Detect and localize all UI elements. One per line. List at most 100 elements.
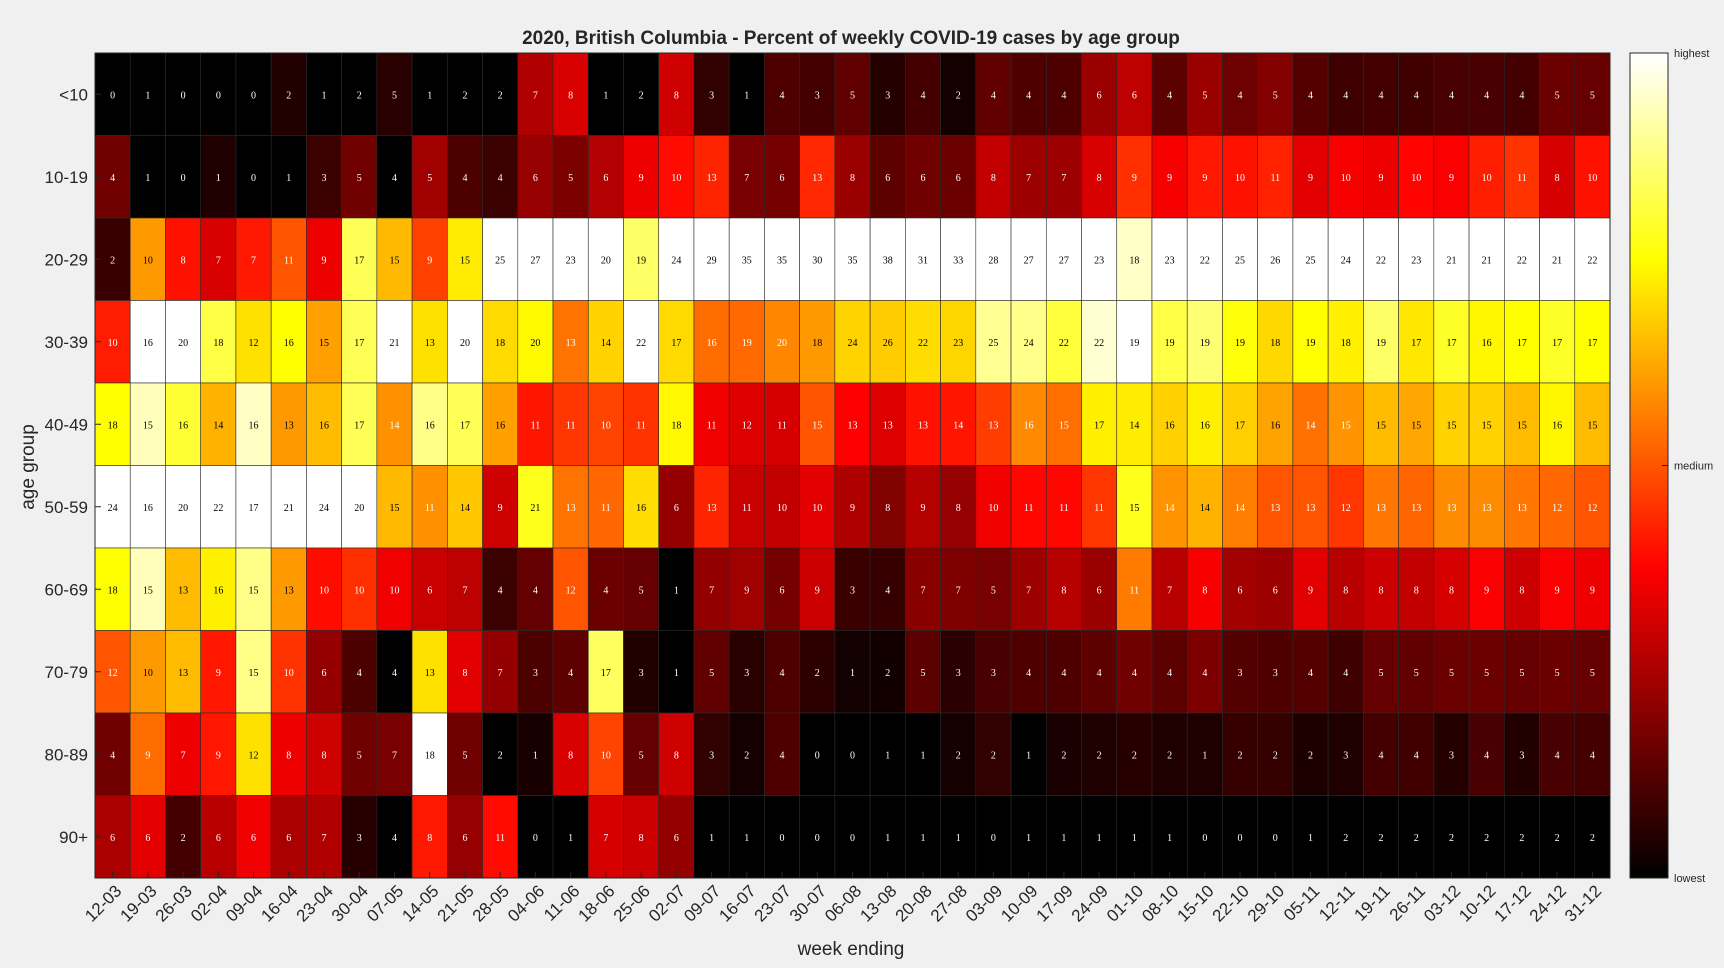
- heatmap-cell: [411, 712, 448, 796]
- cell-value-label: 10: [812, 503, 822, 514]
- colorbar-tick-label: highest: [1674, 48, 1709, 60]
- heatmap-cell: [799, 712, 836, 796]
- heatmap-cell: [129, 465, 166, 549]
- heatmap-cell: [1010, 52, 1047, 136]
- cell-value-label: 4: [357, 668, 362, 679]
- cell-value-label: 2: [498, 750, 503, 761]
- cell-value-label: 15: [249, 668, 259, 679]
- cell-value-label: 17: [354, 255, 364, 266]
- cell-value-label: 6: [145, 833, 150, 844]
- cell-value-label: 24: [108, 503, 118, 514]
- heatmap-cell: [235, 712, 272, 796]
- cell-value-label: 2: [1308, 750, 1313, 761]
- cell-value-label: 8: [1519, 585, 1524, 596]
- cell-value-label: 17: [1446, 338, 1456, 349]
- heatmap-cell: [1010, 217, 1047, 301]
- heatmap-cell: [1398, 795, 1435, 879]
- y-tick-label: 70-79: [45, 663, 88, 682]
- cell-value-label: 7: [392, 750, 397, 761]
- heatmap-cell: [341, 547, 378, 631]
- cell-value-label: 23: [953, 338, 963, 349]
- cell-value-label: 5: [991, 585, 996, 596]
- cell-value-label: 8: [850, 173, 855, 184]
- cell-value-label: 10: [143, 255, 153, 266]
- cell-value-label: 18: [812, 338, 822, 349]
- heatmap-cell: [270, 630, 307, 714]
- cell-value-label: 2: [815, 668, 820, 679]
- cell-value-label: 5: [850, 90, 855, 101]
- heatmap-cell: [129, 712, 166, 796]
- cell-value-label: 21: [389, 338, 399, 349]
- heatmap-cell: [1398, 382, 1435, 466]
- cell-value-label: 13: [848, 420, 858, 431]
- heatmap-cell: [799, 465, 836, 549]
- cell-value-label: 25: [1306, 255, 1316, 266]
- heatmap-cell: [552, 547, 589, 631]
- heatmap-cell: [411, 795, 448, 879]
- cell-value-label: 5: [1555, 90, 1560, 101]
- heatmap-cell: [1363, 465, 1399, 549]
- cell-value-label: 22: [1094, 338, 1104, 349]
- heatmap-cell: [1363, 630, 1399, 714]
- cell-value-label: 1: [568, 833, 573, 844]
- cell-value-label: 4: [1378, 750, 1383, 761]
- cell-value-label: 3: [744, 668, 749, 679]
- y-tick-label: 60-69: [45, 580, 88, 599]
- heatmap-cell: [1045, 712, 1082, 796]
- cell-value-label: 22: [1376, 255, 1386, 266]
- cell-value-label: 20: [178, 338, 188, 349]
- cell-value-label: 30: [812, 255, 822, 266]
- cell-value-label: 5: [1273, 90, 1278, 101]
- cell-value-label: 17: [1411, 338, 1421, 349]
- cell-value-label: 8: [1555, 173, 1560, 184]
- cell-value-label: 21: [1482, 255, 1492, 266]
- heatmap-cell: [200, 382, 237, 466]
- cell-value-label: 3: [709, 90, 714, 101]
- heatmap-cell: [693, 382, 730, 466]
- heatmap-cell: [376, 135, 413, 219]
- colorbar-ticks: highest medium lowest: [1662, 48, 1713, 885]
- heatmap-cell: [517, 547, 554, 631]
- cell-value-label: 10: [108, 338, 118, 349]
- cell-value-label: 7: [216, 255, 221, 266]
- cell-value-label: 15: [389, 503, 399, 514]
- cell-value-label: 6: [956, 173, 961, 184]
- heatmap-cell: [306, 712, 342, 796]
- cell-value-label: 1: [533, 750, 538, 761]
- cell-value-label: 14: [213, 420, 223, 431]
- cell-value-label: 10: [1587, 173, 1597, 184]
- heatmap-cell: [1504, 52, 1540, 136]
- heatmap-cell: [1574, 795, 1611, 879]
- heatmap-cell: [1222, 547, 1258, 631]
- cell-value-label: 9: [216, 668, 221, 679]
- cell-value-label: 7: [956, 585, 961, 596]
- cell-value-label: 17: [1094, 420, 1104, 431]
- cell-value-label: 5: [1590, 90, 1595, 101]
- cell-value-label: 6: [780, 173, 785, 184]
- cell-value-label: 0: [1238, 833, 1243, 844]
- heatmap-cell: [799, 630, 836, 714]
- heatmap-cell: [1504, 300, 1540, 384]
- cell-value-label: 11: [1517, 173, 1527, 184]
- heatmap-cell: [552, 465, 589, 549]
- cell-value-label: 14: [1165, 503, 1175, 514]
- heatmap-cell: [728, 135, 765, 219]
- heatmap-cell: [623, 135, 660, 219]
- heatmap-cell: [1504, 547, 1540, 631]
- heatmap-cell: [728, 382, 765, 466]
- heatmap-cell: [940, 630, 977, 714]
- heatmap-cell: [799, 547, 836, 631]
- cell-value-label: 4: [1308, 668, 1313, 679]
- cell-value-label: 8: [568, 90, 573, 101]
- heatmap-cell: [1574, 465, 1611, 549]
- cell-value-label: 26: [883, 338, 893, 349]
- heatmap-cell: [940, 382, 977, 466]
- heatmap-cell: [658, 52, 695, 136]
- cell-value-label: 5: [1202, 90, 1207, 101]
- cell-value-label: 17: [1587, 338, 1597, 349]
- heatmap-cell: [235, 135, 272, 219]
- heatmap-cell: [517, 52, 554, 136]
- heatmap-cell: [905, 795, 941, 879]
- cell-value-label: 2: [1238, 750, 1243, 761]
- heatmap-cell: [869, 630, 906, 714]
